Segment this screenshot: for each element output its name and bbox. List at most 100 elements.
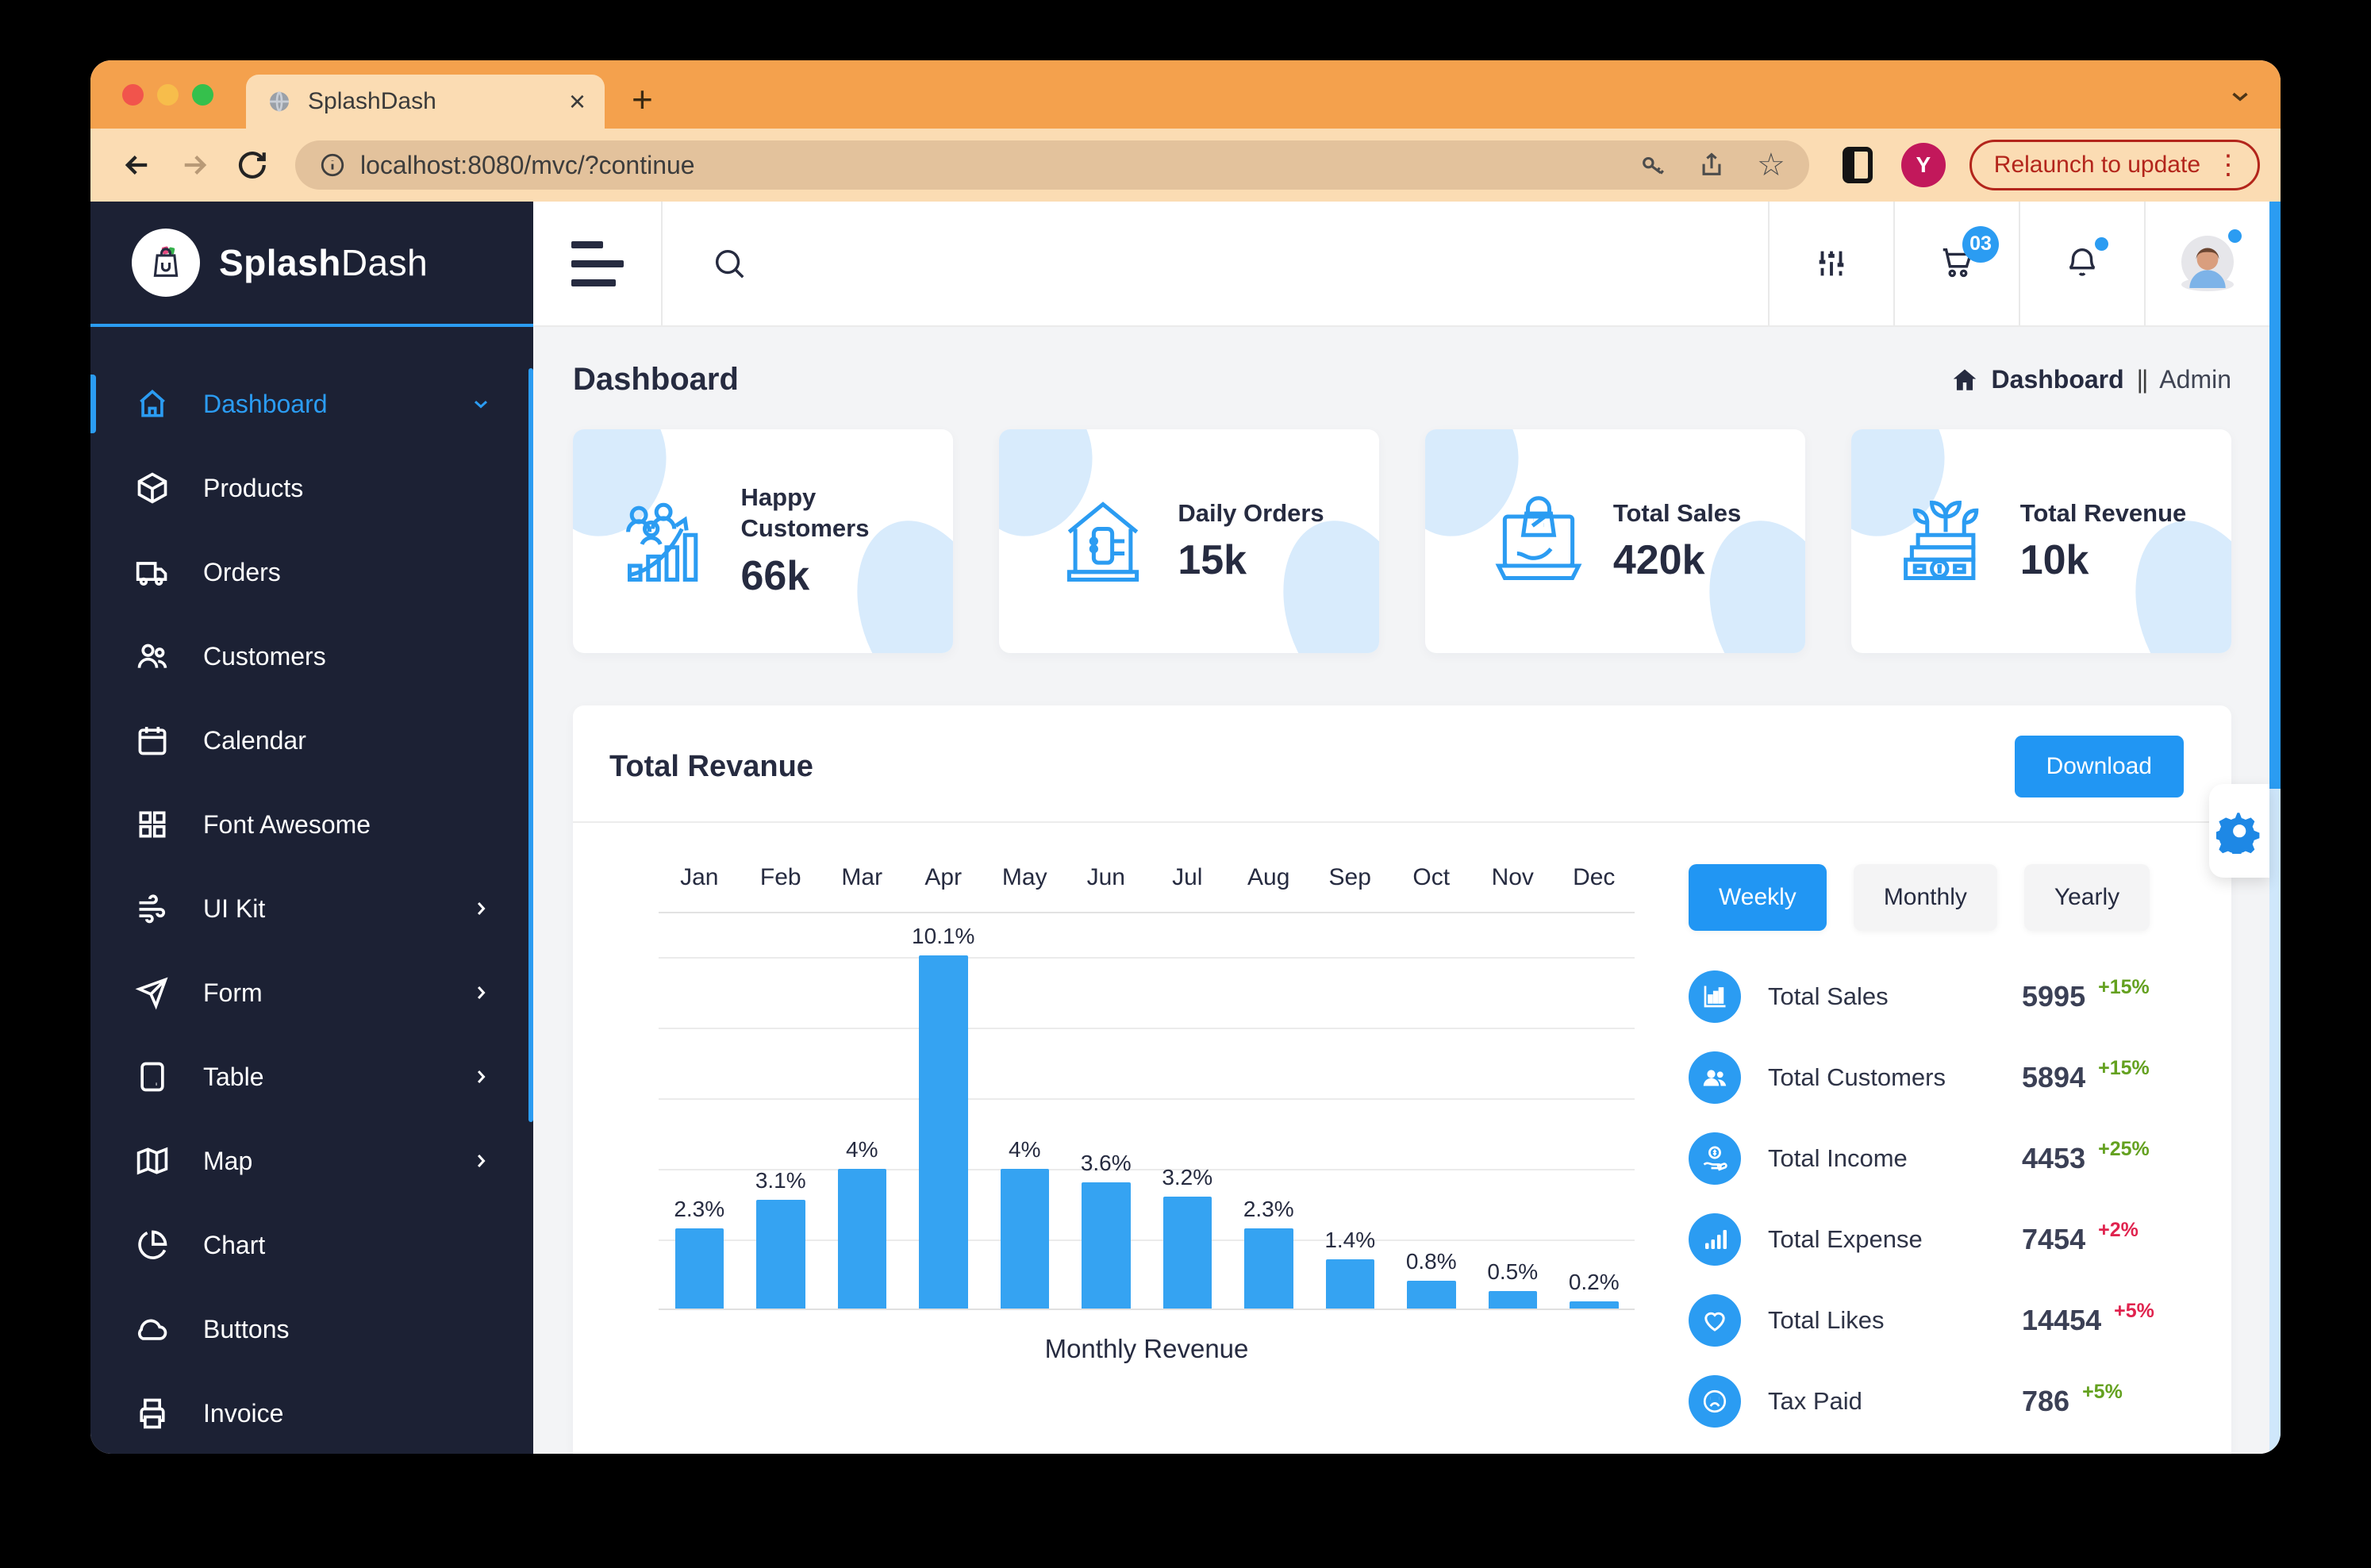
close-window-button[interactable] xyxy=(122,84,144,106)
stat-card-title: Total Sales xyxy=(1612,498,1742,527)
stat-row-total-likes: Total Likes 14454 +5% xyxy=(1689,1293,2196,1348)
send-icon xyxy=(135,977,168,1010)
sidebar-item-chart[interactable]: Chart xyxy=(90,1203,533,1287)
stat-delta: +2% xyxy=(2098,1218,2139,1241)
bar-sep[interactable]: 1.4% xyxy=(1309,913,1391,1309)
cart-button[interactable]: 03 xyxy=(1893,202,2019,325)
sidebar-item-invoice[interactable]: Invoice xyxy=(90,1371,533,1454)
browser-tab[interactable]: SplashDash × xyxy=(246,75,605,129)
revenue-card-body: Jan Feb Mar Apr May Jun Jul Aug Sep Oct Nov Dec 2.3… xyxy=(573,823,2231,1454)
browser-menu-icon[interactable]: ⋮ xyxy=(2215,150,2242,180)
browser-profile-avatar[interactable]: Y xyxy=(1900,143,1946,187)
breadcrumb-section[interactable]: Dashboard xyxy=(1991,365,2124,394)
stat-card-value: 420k xyxy=(1612,537,1705,584)
sidebar-item-table[interactable]: Table xyxy=(90,1035,533,1119)
brand-name: SplashDash xyxy=(219,241,428,284)
bar-dec[interactable]: 0.2% xyxy=(1554,913,1635,1309)
total-revenue-card: Total Revanue Download Jan Feb Mar Apr May Ju… xyxy=(573,705,2231,1454)
browser-toolbar: localhost:8080/mvc/?continue ☆ Y Relaunc… xyxy=(90,129,2281,202)
stat-card-total-revenue[interactable]: Total Revenue 10k xyxy=(1851,429,2231,653)
active-indicator xyxy=(90,375,96,433)
stat-card-total-sales[interactable]: Total Sales 420k xyxy=(1425,429,1805,653)
bar-mar[interactable]: 4% xyxy=(821,913,903,1309)
bar-nov[interactable]: 0.5% xyxy=(1472,913,1554,1309)
bar-may[interactable]: 4% xyxy=(984,913,1066,1309)
dashboard-content: Dashboard Dashboard || Admin xyxy=(533,327,2269,1454)
relaunch-label: Relaunch to update xyxy=(1993,152,2200,178)
maximize-window-button[interactable] xyxy=(192,84,213,106)
sidebar-scrollbar[interactable] xyxy=(528,368,533,1122)
bar-oct[interactable]: 0.8% xyxy=(1391,913,1473,1309)
reload-icon[interactable] xyxy=(235,148,268,182)
search-button[interactable] xyxy=(663,202,796,325)
bar xyxy=(1000,1169,1049,1309)
address-bar[interactable]: localhost:8080/mvc/?continue ☆ xyxy=(295,140,1809,190)
side-panel-icon[interactable] xyxy=(1842,147,1873,183)
sidebar-item-buttons[interactable]: Buttons xyxy=(90,1287,533,1371)
brand-logo[interactable]: SplashDash xyxy=(90,202,533,327)
page-header: Dashboard Dashboard || Admin xyxy=(573,362,2231,398)
bar xyxy=(756,1200,805,1309)
site-info-icon[interactable] xyxy=(319,152,346,179)
bar-apr[interactable]: 10.1% xyxy=(903,913,985,1309)
stat-row-total-customers: Total Customers 5894 +15% xyxy=(1689,1050,2196,1105)
home-icon[interactable] xyxy=(1950,366,1979,394)
divider xyxy=(573,821,2231,823)
stat-card-happy-customers[interactable]: Happy Customers 66k xyxy=(573,429,953,653)
likes-icon xyxy=(1689,1294,1741,1347)
stat-card-title: Happy Customers xyxy=(740,483,870,542)
sidebar-item-ui-kit[interactable]: UI Kit xyxy=(90,867,533,951)
password-key-icon[interactable] xyxy=(1639,152,1666,179)
hamburger-icon xyxy=(571,240,624,286)
stat-card-daily-orders[interactable]: Daily Orders 15k xyxy=(999,429,1379,653)
wind-icon xyxy=(139,894,166,924)
bar-jul[interactable]: 3.2% xyxy=(1147,913,1228,1309)
minimize-window-button[interactable] xyxy=(157,84,179,106)
bar-feb[interactable]: 3.1% xyxy=(740,913,822,1309)
tab-list-chevron-icon[interactable] xyxy=(2227,83,2254,110)
expense-icon xyxy=(1689,1213,1741,1266)
tab-monthly[interactable]: Monthly xyxy=(1853,864,1997,931)
bar-jan[interactable]: 2.3% xyxy=(659,913,740,1309)
revenue-card-title: Total Revanue xyxy=(609,749,813,783)
summary-stat-list: Total Sales 5995 +15% Total Customers 58… xyxy=(1689,969,2196,1429)
sidebar-toggle-button[interactable] xyxy=(533,202,663,325)
sidebar-item-font-awesome[interactable]: Font Awesome xyxy=(90,782,533,867)
bookmark-star-icon[interactable]: ☆ xyxy=(1756,148,1785,183)
home-icon xyxy=(140,389,165,417)
sidebar-item-products[interactable]: Products xyxy=(90,446,533,530)
sidebar-item-customers[interactable]: Customers xyxy=(90,614,533,698)
gridline xyxy=(659,1239,1635,1241)
tab-weekly[interactable]: Weekly xyxy=(1689,864,1827,931)
sidebar-item-dashboard[interactable]: Dashboard xyxy=(90,362,533,446)
sidebar-item-orders[interactable]: Orders xyxy=(90,530,533,614)
stat-delta: +5% xyxy=(2114,1299,2154,1322)
tab-yearly[interactable]: Yearly xyxy=(2023,864,2150,931)
page-scrollbar[interactable] xyxy=(2269,202,2281,1454)
scrollbar-thumb[interactable] xyxy=(2269,202,2281,789)
bar-jun[interactable]: 3.6% xyxy=(1066,913,1147,1309)
profile-menu-button[interactable] xyxy=(2144,202,2269,325)
theme-settings-button[interactable] xyxy=(2209,784,2269,878)
sidebar-item-map[interactable]: Map xyxy=(90,1119,533,1203)
close-tab-icon[interactable]: × xyxy=(568,85,586,117)
filter-settings-button[interactable] xyxy=(1768,202,1893,325)
forward-icon[interactable] xyxy=(178,148,211,182)
stat-row-total-sales: Total Sales 5995 +15% xyxy=(1689,969,2196,1024)
share-icon[interactable] xyxy=(1698,152,1725,179)
bar xyxy=(1082,1182,1131,1309)
map-icon xyxy=(136,1147,168,1175)
new-tab-button[interactable]: + xyxy=(632,79,653,120)
stat-card-value: 10k xyxy=(2019,537,2089,584)
globe-icon xyxy=(270,91,289,112)
online-dot xyxy=(2228,229,2242,243)
back-icon[interactable] xyxy=(121,148,154,182)
sidebar-item-form[interactable]: Form xyxy=(90,951,533,1035)
bar-aug[interactable]: 2.3% xyxy=(1228,913,1310,1309)
chevron-right-icon xyxy=(477,986,486,1000)
download-button[interactable]: Download xyxy=(2014,736,2184,797)
total-revenue-icon xyxy=(1903,501,1978,581)
sidebar-item-calendar[interactable]: Calendar xyxy=(90,698,533,782)
relaunch-to-update-button[interactable]: Relaunch to update ⋮ xyxy=(1969,140,2260,190)
notifications-button[interactable] xyxy=(2019,202,2144,325)
